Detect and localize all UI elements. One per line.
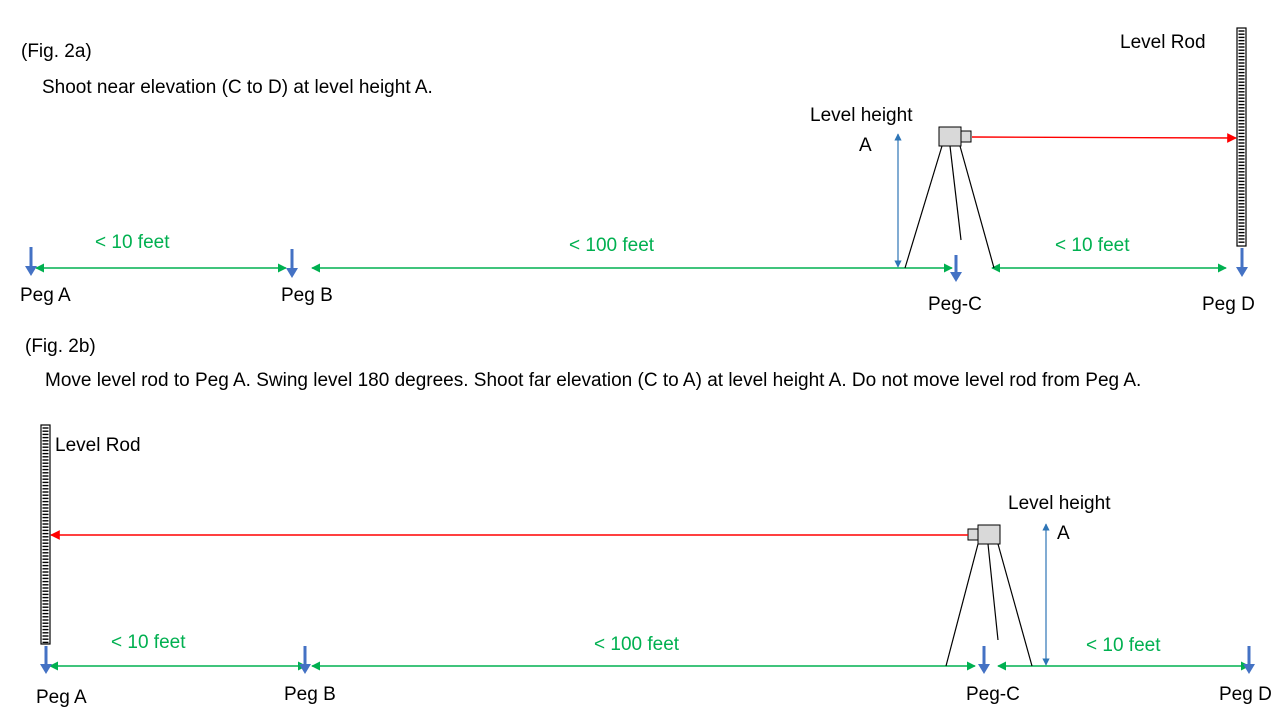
fig2b-caption: Move level rod to Peg A. Swing level 180… [45, 370, 1142, 391]
fig2a-distance-c-d: < 10 feet [1055, 235, 1130, 256]
fig2b-tripod-leg-2 [997, 543, 1033, 667]
fig2b-distance-a-b: < 10 feet [111, 632, 186, 653]
fig2b-tripod-leg-1 [987, 543, 999, 641]
fig2a-peg-b-arrow-head [286, 268, 298, 278]
fig2b-peg-b-arrow-head [299, 664, 311, 674]
fig2b-peg-d-label: Peg D [1219, 684, 1272, 705]
fig2a-level-height-letter: A [859, 135, 872, 156]
fig2b-peg-a-arrow-head [40, 664, 52, 674]
fig2b-peg-c-label: Peg-C [966, 684, 1020, 705]
fig2a-peg-c-label: Peg-C [928, 294, 982, 315]
fig2a-sight-line [971, 133, 1237, 143]
fig2a-peg-c-arrow-head [950, 272, 962, 282]
fig2a-level-rod-graduations [1238, 30, 1245, 243]
fig2a-level-height-label: Level height [810, 105, 913, 126]
fig2b-peg-a-label: Peg A [36, 687, 87, 708]
fig2b-level-height-letter: A [1057, 523, 1070, 544]
fig2b-level-rod-label: Level Rod [55, 435, 141, 456]
fig2a-peg-d-arrow-head [1236, 267, 1248, 277]
fig2a-level-instrument-eyepiece [960, 130, 972, 143]
fig2a-peg-a-arrow-head [25, 266, 37, 276]
fig2a-peg-d-label: Peg D [1202, 294, 1255, 315]
fig2a-peg-b-label: Peg B [281, 285, 333, 306]
fig2a-level-rod-label: Level Rod [1120, 32, 1206, 53]
fig2b-level-height-label: Level height [1008, 493, 1111, 514]
fig2b-peg-d-arrow-head [1243, 664, 1255, 674]
fig2b-tripod-leg-0 [945, 543, 979, 667]
fig2b-level-rod-graduations [42, 427, 49, 644]
fig2a-tripod-leg-2 [959, 145, 995, 269]
fig2b-distance-c-d: < 10 feet [1086, 635, 1161, 656]
fig2a-distance-a-b: < 10 feet [95, 232, 170, 253]
fig2b-distance-b-c: < 100 feet [594, 634, 680, 655]
fig2b-peg-c-arrow-head [978, 664, 990, 674]
fig2a-level-instrument-body [938, 126, 962, 147]
fig2a-caption: Shoot near elevation (C to D) at level h… [42, 77, 433, 98]
fig2b-level-rod [40, 424, 51, 645]
fig2b-peg-b-label: Peg B [284, 684, 336, 705]
fig2a-distance-b-c: < 100 feet [569, 235, 655, 256]
fig2b-label: (Fig. 2b) [25, 336, 96, 357]
fig2a-label: (Fig. 2a) [21, 41, 92, 62]
fig2b-level-instrument-body [977, 524, 1001, 545]
fig2a-tripod-leg-1 [949, 145, 962, 241]
fig2b-level-instrument-eyepiece [967, 528, 979, 541]
fig2a-peg-a-label: Peg A [20, 285, 71, 306]
fig2a-tripod-leg-0 [904, 145, 943, 269]
